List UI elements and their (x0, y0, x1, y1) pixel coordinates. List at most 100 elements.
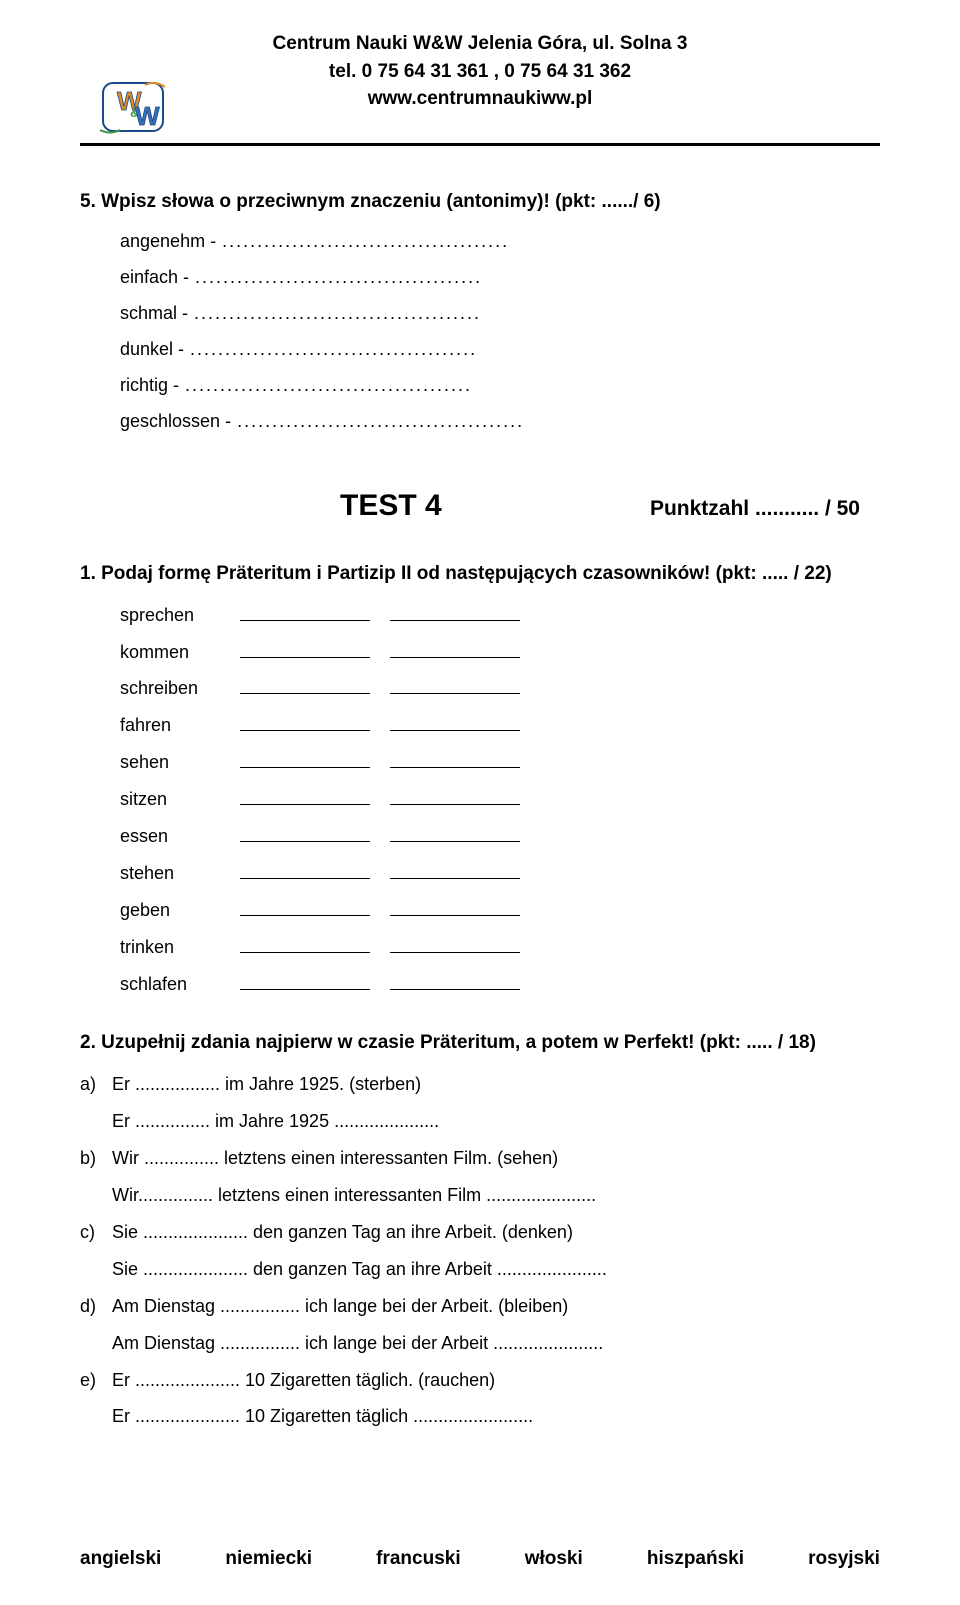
question-5: 5. Wpisz słowa o przeciwnym znaczeniu (a… (80, 191, 880, 439)
verb-blank-partizip[interactable] (390, 822, 520, 842)
page-header: Centrum Nauki W&W Jelenia Góra, ul. Soln… (80, 30, 880, 113)
verb-blank-partizip[interactable] (390, 638, 520, 658)
verb-blank-praeteritum[interactable] (240, 933, 370, 953)
verb-name: schreiben (120, 670, 240, 707)
verb-blank-praeteritum[interactable] (240, 896, 370, 916)
sentence-row: Am Dienstag ................ ich lange b… (80, 1325, 880, 1362)
sentence-line-2: Am Dienstag ................ ich lange b… (112, 1325, 603, 1362)
antonym-word: richtig - (120, 367, 179, 403)
antonym-word: schmal - (120, 295, 188, 331)
sentence-label: b) (80, 1140, 112, 1177)
verb-blank-praeteritum[interactable] (240, 970, 370, 990)
verb-blank-praeteritum[interactable] (240, 601, 370, 621)
header-divider (80, 143, 880, 146)
verb-blank-partizip[interactable] (390, 785, 520, 805)
sentence-line-2: Er ............... im Jahre 1925 .......… (112, 1103, 439, 1140)
antonym-word: geschlossen - (120, 403, 231, 439)
sentence-label: d) (80, 1288, 112, 1325)
sentence-row: Sie ..................... den ganzen Tag… (80, 1251, 880, 1288)
verb-row: trinken (120, 929, 880, 966)
lang-angielski: angielski (80, 1548, 161, 1570)
sentence-label: a) (80, 1066, 112, 1103)
antonym-blank[interactable]: ........................................… (222, 223, 509, 259)
verb-blank-praeteritum[interactable] (240, 785, 370, 805)
antonym-blank[interactable]: ........................................… (194, 295, 481, 331)
antonym-row: einfach -...............................… (120, 259, 880, 295)
verb-row: sprechen (120, 597, 880, 634)
sentence-line-2: Sie ..................... den ganzen Tag… (112, 1251, 607, 1288)
verb-row: essen (120, 818, 880, 855)
antonym-blank[interactable]: ........................................… (195, 259, 482, 295)
verb-name: kommen (120, 634, 240, 671)
sentence-row: c)Sie ..................... den ganzen T… (80, 1214, 880, 1251)
verb-blank-praeteritum[interactable] (240, 712, 370, 732)
sentence-line-1: Am Dienstag ................ ich lange b… (112, 1288, 568, 1325)
lang-niemiecki: niemiecki (225, 1548, 312, 1570)
lang-francuski: francuski (376, 1548, 460, 1570)
antonym-word: dunkel - (120, 331, 184, 367)
verb-blank-praeteritum[interactable] (240, 638, 370, 658)
sentence-line-2: Er ..................... 10 Zigaretten t… (112, 1398, 533, 1435)
question-1: 1. Podaj formę Präteritum i Partizip II … (80, 563, 880, 1003)
test-4-punktzahl: Punktzahl ........... / 50 (650, 497, 860, 521)
verb-name: schlafen (120, 966, 240, 1003)
test-4-title: TEST 4 (340, 489, 442, 523)
question-2: 2. Uzupełnij zdania najpierw w czasie Pr… (80, 1032, 880, 1435)
sentence-row: d)Am Dienstag ................ ich lange… (80, 1288, 880, 1325)
sentence-row: Wir............... letztens einen intere… (80, 1177, 880, 1214)
verb-blank-praeteritum[interactable] (240, 822, 370, 842)
q5-list: angenehm -..............................… (120, 223, 880, 439)
sentence-label: c) (80, 1214, 112, 1251)
verb-blank-partizip[interactable] (390, 970, 520, 990)
antonym-row: dunkel -................................… (120, 331, 880, 367)
sentence-row: b)Wir ............... letztens einen int… (80, 1140, 880, 1177)
antonym-blank[interactable]: ........................................… (185, 367, 472, 403)
verb-name: sitzen (120, 781, 240, 818)
verb-blank-praeteritum[interactable] (240, 859, 370, 879)
antonym-blank[interactable]: ........................................… (237, 403, 524, 439)
verb-row: schreiben (120, 670, 880, 707)
verb-row: sehen (120, 744, 880, 781)
verb-blank-partizip[interactable] (390, 933, 520, 953)
verb-row: sitzen (120, 781, 880, 818)
verb-blank-partizip[interactable] (390, 601, 520, 621)
sentence-row: Er ..................... 10 Zigaretten t… (80, 1398, 880, 1435)
verb-blank-partizip[interactable] (390, 675, 520, 695)
sentence-row: e)Er ..................... 10 Zigaretten… (80, 1362, 880, 1399)
verb-name: stehen (120, 855, 240, 892)
header-line-1: Centrum Nauki W&W Jelenia Góra, ul. Soln… (80, 30, 880, 58)
svg-text:W: W (135, 101, 160, 131)
q1-title: 1. Podaj formę Präteritum i Partizip II … (80, 563, 880, 585)
verb-blank-partizip[interactable] (390, 896, 520, 916)
verb-blank-praeteritum[interactable] (240, 748, 370, 768)
q2-sentences: a)Er ................. im Jahre 1925. (s… (80, 1066, 880, 1435)
verb-name: sehen (120, 744, 240, 781)
lang-rosyjski: rosyjski (808, 1548, 880, 1570)
header-line-2: tel. 0 75 64 31 361 , 0 75 64 31 362 (80, 58, 880, 86)
verb-blank-partizip[interactable] (390, 859, 520, 879)
sentence-row: Er ............... im Jahre 1925 .......… (80, 1103, 880, 1140)
verb-row: kommen (120, 634, 880, 671)
test-4-header: TEST 4 Punktzahl ........... / 50 (80, 489, 880, 523)
antonym-row: richtig -...............................… (120, 367, 880, 403)
sentence-row: a)Er ................. im Jahre 1925. (s… (80, 1066, 880, 1103)
verb-blank-partizip[interactable] (390, 712, 520, 732)
antonym-blank[interactable]: ........................................… (190, 331, 477, 367)
verb-blank-praeteritum[interactable] (240, 675, 370, 695)
antonym-word: angenehm - (120, 223, 216, 259)
lang-hiszpanski: hiszpański (647, 1548, 744, 1570)
sentence-line-1: Er ................. im Jahre 1925. (ste… (112, 1066, 421, 1103)
sentence-label: e) (80, 1362, 112, 1399)
header-line-3: www.centrumnaukiww.pl (80, 85, 880, 113)
verb-row: schlafen (120, 966, 880, 1003)
antonym-row: angenehm -..............................… (120, 223, 880, 259)
verb-row: fahren (120, 707, 880, 744)
verb-name: essen (120, 818, 240, 855)
verb-name: fahren (120, 707, 240, 744)
lang-wloski: włoski (525, 1548, 583, 1570)
verb-row: geben (120, 892, 880, 929)
antonym-row: geschlossen -...........................… (120, 403, 880, 439)
verb-blank-partizip[interactable] (390, 748, 520, 768)
sentence-line-1: Sie ..................... den ganzen Tag… (112, 1214, 573, 1251)
antonym-word: einfach - (120, 259, 189, 295)
